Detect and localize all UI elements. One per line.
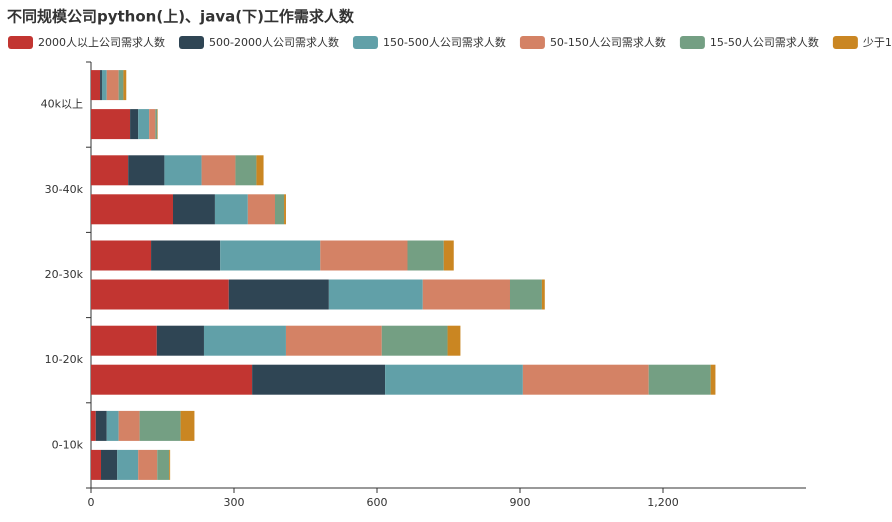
bar-segment [106, 410, 119, 441]
bar-segment [447, 325, 461, 356]
bar-segment [320, 240, 408, 271]
y-tick-label: 20-30k [45, 268, 84, 281]
bar-segment [151, 240, 221, 271]
bar-segment [91, 109, 131, 140]
x-tick-label: 300 [224, 496, 245, 509]
y-tick-label: 40k以上 [41, 98, 83, 111]
bar-segment [252, 364, 386, 395]
bar-segment [172, 194, 215, 225]
bar-segment [214, 194, 248, 225]
bar-segment [91, 70, 101, 101]
bar-segment [91, 325, 157, 356]
x-tick-label: 1,200 [647, 496, 679, 509]
bar-segment [274, 194, 285, 225]
bar-segment [156, 325, 204, 356]
bar-segment [118, 410, 140, 441]
bar-segment [235, 155, 257, 186]
bar-segment [381, 325, 448, 356]
bar-segment [138, 109, 150, 140]
legend-swatch [679, 36, 705, 49]
bar-segment [106, 70, 119, 101]
bar-segment [385, 364, 523, 395]
legend-swatch [519, 36, 545, 49]
bar-segment [118, 70, 124, 101]
bar-segment [95, 410, 107, 441]
bar-segment [247, 194, 275, 225]
bar-segment [139, 410, 181, 441]
y-tick-label: 30-40k [45, 183, 84, 196]
bar-segment [101, 70, 107, 101]
bar-segment [203, 325, 286, 356]
bar-segment [91, 449, 102, 480]
y-tick-label: 10-20k [45, 353, 84, 366]
legend-label: 150-500人公司需求人数 [383, 36, 506, 49]
bar-segment [443, 240, 454, 271]
legend-label: 少于15人公司需求人数 [863, 36, 892, 49]
x-tick-label: 900 [510, 496, 531, 509]
legend-swatch [832, 36, 858, 49]
bar-segment [149, 109, 156, 140]
bar-segment [284, 194, 286, 225]
legend-label: 50-150人公司需求人数 [550, 36, 666, 49]
x-tick-label: 0 [88, 496, 95, 509]
bar-segment [91, 279, 229, 310]
bar-segment [509, 279, 542, 310]
bar-segment [155, 109, 158, 140]
bar-segment [169, 449, 171, 480]
bar-segment [91, 364, 253, 395]
bar-segment [130, 109, 139, 140]
chart-title: 不同规模公司python(上)、java(下)工作需求人数 [7, 8, 355, 26]
bar-segment [91, 155, 129, 186]
x-tick-label: 600 [367, 496, 388, 509]
bar-segment [101, 449, 118, 480]
bar-segment [710, 364, 716, 395]
bar-segment [91, 410, 96, 441]
bar-segment [123, 70, 127, 101]
bar-segment [138, 449, 158, 480]
bar-segment [220, 240, 321, 271]
legend-label: 500-2000人公司需求人数 [209, 36, 339, 49]
bar-segment [117, 449, 139, 480]
legend-swatch [8, 36, 33, 49]
bar-segment [422, 279, 510, 310]
bar-segment [157, 449, 170, 480]
bar-segment [180, 410, 195, 441]
bar-segment [164, 155, 202, 186]
bar-segment [328, 279, 423, 310]
bar-segment [648, 364, 711, 395]
bar-segment [201, 155, 236, 186]
bar-segment [285, 325, 382, 356]
bar-segment [91, 240, 152, 271]
legend-label: 2000人以上公司需求人数 [38, 36, 165, 49]
bar-segment [256, 155, 264, 186]
bar-segment [100, 70, 102, 101]
legend-swatch [352, 36, 378, 49]
bar-segment [541, 279, 545, 310]
y-tick-label: 0-10k [52, 438, 84, 451]
legend-swatch [179, 36, 204, 49]
bar-segment [128, 155, 165, 186]
legend-label: 15-50人公司需求人数 [710, 36, 819, 49]
bar-segment [522, 364, 649, 395]
bar-segment [407, 240, 444, 271]
bar-segment [228, 279, 329, 310]
bar-segment [91, 194, 173, 225]
